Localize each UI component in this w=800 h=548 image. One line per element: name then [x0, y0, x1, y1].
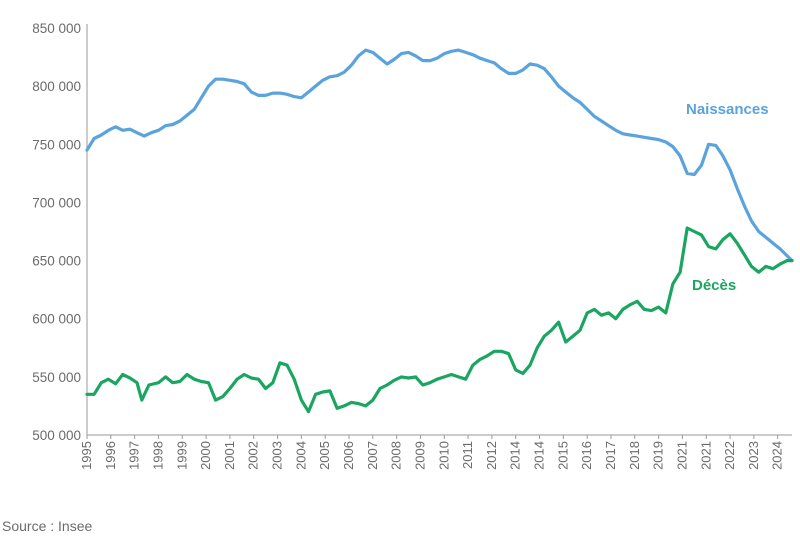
x-tick-label: 2018	[627, 441, 642, 470]
x-tick-label: 2022	[722, 441, 737, 470]
x-tick-label: 2003	[270, 441, 285, 470]
y-axis: 500 000 550 000 600 000 650 000 700 000 750 0…	[32, 21, 81, 443]
x-tick-label: 2014	[508, 441, 523, 470]
x-tick-label: 2011	[460, 441, 475, 469]
x-tick-label: 1996	[103, 441, 118, 470]
y-tick-label: 600 000	[32, 312, 81, 327]
y-tick-label: 700 000	[32, 195, 81, 210]
x-tick-label: 2015	[555, 441, 570, 470]
x-tick-label: 1998	[150, 441, 165, 470]
x-tick-label: 2014	[532, 441, 547, 470]
x-tick-label: 1995	[79, 441, 94, 470]
x-tick-label: 2000	[198, 441, 213, 470]
x-tick-label: 2006	[341, 441, 356, 470]
x-tick-label: 2023	[746, 441, 761, 470]
source-note: Source : Insee	[2, 518, 93, 534]
x-tick-label: 2008	[389, 441, 404, 470]
x-tick-label: 2002	[246, 441, 261, 470]
x-tick-label: 2019	[651, 441, 666, 470]
x-tick-label: 2005	[317, 441, 332, 470]
x-tick-label: 1997	[127, 441, 142, 470]
x-tick-label: 2017	[603, 441, 618, 470]
y-tick-label: 550 000	[32, 370, 81, 385]
x-tick-label: 2004	[293, 441, 308, 470]
series-line-naissances	[85, 48, 794, 263]
x-tick-label: 2024	[770, 441, 785, 470]
y-tick-label: 800 000	[32, 79, 81, 94]
x-tick-label: 2010	[436, 441, 451, 470]
x-axis: 1995 1996 1997 1998 1999 2000 2001 2002 2003 2004…	[79, 435, 785, 470]
x-tick-label: 2007	[365, 441, 380, 470]
x-tick-label: 2021	[674, 441, 689, 470]
series-label-deces: Décès	[692, 277, 736, 294]
y-tick-label: 500 000	[32, 428, 81, 443]
y-tick-label: 850 000	[32, 21, 81, 36]
series-label-naissances: Naissances	[686, 101, 769, 118]
y-tick-label: 650 000	[32, 254, 81, 269]
x-tick-label: 1999	[174, 441, 189, 470]
x-tick-label: 2021	[698, 441, 713, 470]
x-tick-label: 2012	[484, 441, 499, 470]
y-tick-label: 750 000	[32, 137, 81, 152]
series-group	[85, 48, 794, 414]
x-tick-label: 2001	[222, 441, 237, 470]
series-line-deces	[85, 226, 794, 414]
x-tick-label: 2009	[412, 441, 427, 470]
x-tick-label: 2016	[579, 441, 594, 470]
